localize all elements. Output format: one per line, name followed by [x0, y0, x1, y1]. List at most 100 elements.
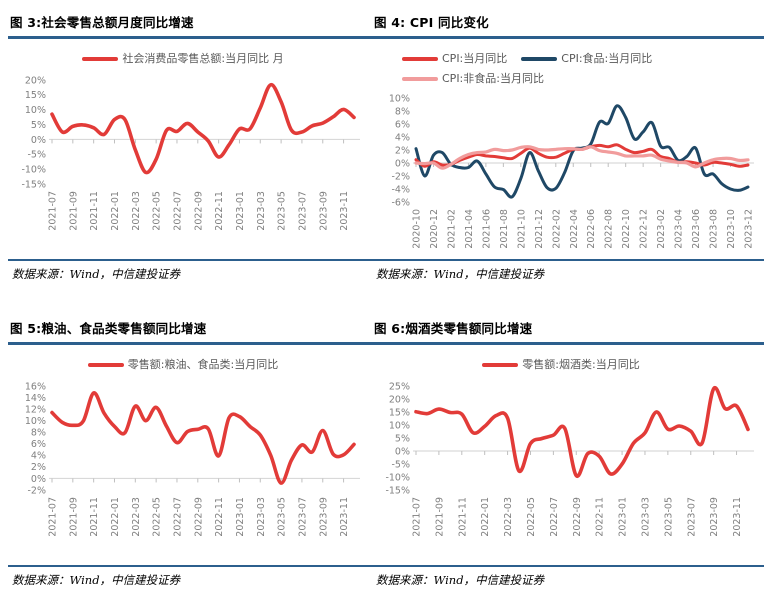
x-axis-label: 2023-07	[686, 497, 697, 537]
x-axis-label: 2023-05	[277, 497, 288, 537]
y-axis-label: 8%	[31, 427, 46, 438]
figure-3-chart-area: 2021-07 2021-09 2021-11 2022-01 2022-03 2022-…	[8, 72, 372, 259]
x-axis-label: 2021-07	[48, 497, 59, 537]
title-rule	[372, 342, 764, 345]
y-axis-label: -15%	[21, 179, 46, 190]
source-rule	[372, 258, 764, 261]
x-axis-label: 2022-11	[214, 191, 225, 231]
y-axis-label: 14%	[25, 392, 46, 403]
y-axis-label: 2%	[395, 145, 410, 156]
series-line-0	[50, 82, 356, 174]
x-axis-label: 2023-06	[691, 209, 702, 249]
y-axis-label: 2%	[31, 462, 46, 473]
x-axis-label: 2023-09	[318, 497, 329, 537]
x-axis-label: 2022-04	[569, 209, 580, 249]
x-axis-label: 2023-05	[277, 191, 288, 231]
figure-5-chart-area: 2021-07 2021-09 2021-11 2022-01 2022-03 2022-…	[8, 378, 372, 565]
legend-line-swatch	[521, 56, 558, 61]
x-axis-label: 2022-05	[152, 497, 163, 537]
figure-3-line-chart: 2021-07 2021-09 2021-11 2022-01 2022-03 2022-…	[21, 75, 360, 231]
x-axis-label: 2021-09	[434, 497, 445, 537]
x-axis-label: 2023-03	[640, 497, 651, 537]
y-axis-label: 15%	[25, 90, 46, 101]
y-axis-label: 10%	[389, 93, 410, 104]
x-axis-label: 2022-11	[595, 497, 606, 537]
title-rule	[372, 36, 764, 39]
x-axis-label: 2023-11	[339, 191, 350, 231]
figure-4-line-chart: 2020-10 2020-12 2021-02 2021-04 2021-06 2021-…	[389, 93, 755, 249]
x-axis-label: 2023-07	[297, 191, 308, 231]
x-axis-label: 2021-11	[89, 497, 100, 537]
y-axis-label: 10%	[25, 105, 46, 116]
source-rule	[372, 564, 764, 567]
series-line-0	[414, 385, 750, 478]
x-axis-label: 2022-07	[549, 497, 560, 537]
figure-6-chart-area: 2021-07 2021-09 2021-11 2022-01 2022-03 2022-…	[372, 378, 764, 565]
x-axis-label: 2022-05	[152, 191, 163, 231]
y-axis-label: 10%	[389, 420, 410, 431]
legend-line-swatch	[82, 56, 119, 61]
x-axis-label: 2022-03	[131, 191, 142, 231]
y-axis-label: 15%	[389, 407, 410, 418]
y-axis-label: -4%	[392, 184, 411, 195]
figure-4-source: 数据来源：Wind，中信建投证券	[376, 267, 545, 281]
y-axis-label: 8%	[395, 106, 410, 117]
figure-5-line-chart: 2021-07 2021-09 2021-11 2022-01 2022-03 2022-…	[25, 381, 360, 537]
x-axis-label: 2023-10	[726, 209, 737, 249]
legend-label: CPI:当月同比	[442, 51, 508, 65]
x-axis-label: 2021-04	[464, 209, 475, 249]
title-rule	[8, 36, 372, 39]
x-axis-label: 2022-03	[503, 497, 514, 537]
y-axis-label: -5%	[28, 149, 47, 160]
legend-label: 零售额:粮油、食品类:当月同比	[127, 357, 279, 371]
y-axis-label: 5%	[395, 433, 410, 444]
figure-4-chart-area: 2020-10 2020-12 2021-02 2021-04 2021-06 2021-…	[372, 90, 764, 259]
x-axis-label: 2023-03	[256, 191, 267, 231]
y-axis-label: 20%	[389, 394, 410, 405]
x-axis-label: 2022-09	[193, 497, 204, 537]
x-axis-label: 2023-05	[663, 497, 674, 537]
x-axis-label: 2021-09	[68, 191, 79, 231]
legend-item: 零售额:粮油、食品类:当月同比	[87, 356, 279, 374]
legend-label: 零售额:烟酒类:当月同比	[522, 357, 640, 371]
y-axis-label: -2%	[28, 485, 47, 496]
y-axis-label: -10%	[385, 472, 410, 483]
series-line-1	[414, 103, 750, 199]
figure-4-title: 图 4: CPI 同比变化	[374, 15, 489, 30]
x-axis-label: 2022-07	[172, 191, 183, 231]
source-rule	[8, 564, 372, 567]
x-axis-label: 2022-01	[110, 191, 121, 231]
y-axis-label: 10%	[25, 415, 46, 426]
y-axis-label: 4%	[31, 450, 46, 461]
y-axis-label: 5%	[31, 119, 46, 130]
x-axis-label: 2023-08	[709, 209, 720, 249]
y-axis-label: 20%	[25, 75, 46, 86]
x-axis-label: 2023-12	[744, 209, 755, 249]
y-axis-label: -2%	[392, 171, 411, 182]
x-axis-label: 2021-08	[499, 209, 510, 249]
legend-label: CPI:食品:当月同比	[561, 51, 653, 65]
figure-6-legend: 零售额:烟酒类:当月同比	[482, 356, 653, 376]
figure-3-legend: 社会消费品零售总额:当月同比 月	[82, 50, 297, 70]
figure-5-legend: 零售额:粮油、食品类:当月同比	[87, 356, 292, 376]
legend-item: CPI:当月同比	[402, 50, 507, 68]
figure-3-retail-total: 图 3:社会零售总额月度同比增速 社会消费品零售总额:当月同比 月 2021-0…	[8, 10, 372, 282]
y-axis-label: 12%	[25, 404, 46, 415]
y-axis-label: 0%	[395, 446, 410, 457]
figure-5-grain-food: 图 5:粮油、食品类零售额同比增速 零售额:粮油、食品类:当月同比 2021-0…	[8, 316, 372, 588]
x-axis-label: 2022-11	[214, 497, 225, 537]
legend-item: 零售额:烟酒类:当月同比	[482, 356, 640, 374]
report-figures-grid: 图 3:社会零售总额月度同比增速 社会消费品零售总额:当月同比 月 2021-0…	[8, 10, 764, 588]
figure-6-title: 图 6:烟酒类零售额同比增速	[374, 321, 533, 336]
x-axis-label: 2021-11	[457, 497, 468, 537]
y-axis-label: 0%	[31, 134, 46, 145]
x-axis-label: 2021-06	[481, 209, 492, 249]
figure-3-source: 数据来源：Wind，中信建投证券	[12, 267, 181, 281]
series-line-2	[414, 144, 750, 170]
x-axis-label: 2023-09	[318, 191, 329, 231]
legend-line-swatch	[482, 362, 519, 367]
legend-label: 社会消费品零售总额:当月同比 月	[122, 51, 284, 65]
legend-label: CPI:非食品:当月同比	[442, 71, 544, 85]
x-axis-label: 2022-02	[551, 209, 562, 249]
legend-item: CPI:非食品:当月同比	[402, 70, 544, 88]
